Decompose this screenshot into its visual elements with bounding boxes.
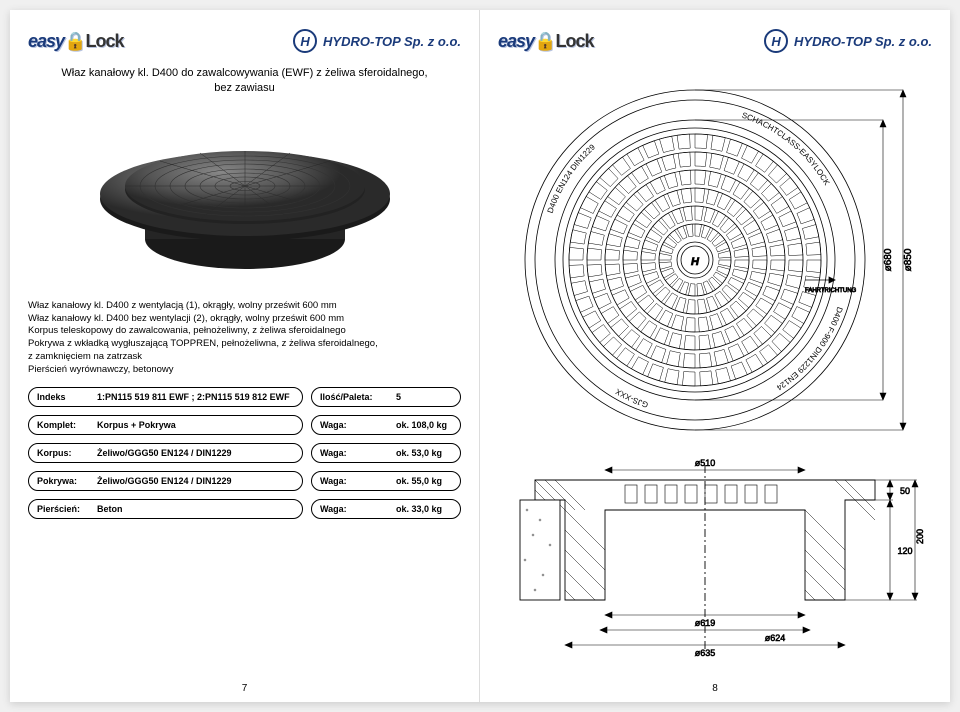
pill-waga: Waga: ok. 108,0 kg <box>311 415 461 435</box>
pill-label: Pierścień: <box>29 504 89 514</box>
logo-easylock: easy🔒Lock <box>28 31 123 52</box>
pill-pokrywa: Pokrywa: Żeliwo/GGG50 EN124 / DIN1229 <box>28 471 303 491</box>
page-right: easy🔒Lock H HYDRO-TOP Sp. z o.o. <box>480 10 950 702</box>
page-number: 8 <box>712 683 718 694</box>
svg-text:D400 EN124 DIN1229: D400 EN124 DIN1229 <box>546 142 598 214</box>
desc-line: z zamknięciem na zatrzask <box>28 351 461 364</box>
desc-line: Właz kanałowy kl. D400 bez wentylacji (2… <box>28 313 461 326</box>
desc-line: Korpus teleskopowy do zawalcowania, pełn… <box>28 325 461 338</box>
product-title: Właz kanałowy kl. D400 do zawalcowywania… <box>28 66 461 96</box>
svg-text:GJS-XXX: GJS-XXX <box>613 386 649 409</box>
pill-waga: Waga: ok. 53,0 kg <box>311 443 461 463</box>
pill-val: ok. 53,0 kg <box>388 448 450 458</box>
page-left: easy🔒Lock H HYDRO-TOP Sp. z o.o. Właz ka… <box>10 10 480 702</box>
pill-qty: Ilość/Paleta: 5 <box>311 387 461 407</box>
svg-text:ø624: ø624 <box>765 633 786 643</box>
hydro-icon: H <box>764 29 788 53</box>
logo-hydrotop: H HYDRO-TOP Sp. z o.o. <box>764 29 932 53</box>
pill-label: Waga: <box>312 476 388 486</box>
pill-label: Korpus: <box>29 448 89 458</box>
svg-text:FAHRTRICHTUNG: FAHRTRICHTUNG <box>805 288 857 294</box>
easylock-word: easy <box>28 31 64 51</box>
svg-text:H: H <box>691 256 700 268</box>
lock-icon: 🔒 <box>64 31 85 51</box>
pill-label: Ilość/Paleta: <box>312 392 388 402</box>
title-line2: bez zawiasu <box>48 81 441 96</box>
svg-text:120: 120 <box>897 546 912 556</box>
pill-val: Żeliwo/GGG50 EN124 / DIN1229 <box>89 476 240 486</box>
spec-table: Indeks 1:PN115 519 811 EWF ; 2:PN115 519… <box>28 387 461 519</box>
technical-drawings: H D400 EN124 DIN1229 <box>498 66 932 674</box>
easylock-word2: Lock <box>555 31 593 51</box>
pill-label: Indeks <box>29 392 89 402</box>
pill-val: Żeliwo/GGG50 EN124 / DIN1229 <box>89 448 240 458</box>
spec-row: Komplet: Korpus + Pokrywa Waga: ok. 108,… <box>28 415 461 435</box>
svg-text:200: 200 <box>915 529 925 544</box>
pill-val: ok. 108,0 kg <box>388 420 455 430</box>
desc-line: Właz kanałowy kl. D400 z wentylacją (1),… <box>28 300 461 313</box>
hydro-icon: H <box>293 29 317 53</box>
pill-komplet: Komplet: Korpus + Pokrywa <box>28 415 303 435</box>
manhole-render-svg <box>90 109 400 289</box>
svg-text:ø635: ø635 <box>695 648 716 658</box>
pill-label: Waga: <box>312 420 388 430</box>
desc-line: Pokrywa z wkładką wygłuszającą TOPPREN, … <box>28 338 461 351</box>
pill-val: Korpus + Pokrywa <box>89 420 184 430</box>
pill-val: 1:PN115 519 811 EWF ; 2:PN115 519 812 EW… <box>89 392 298 402</box>
lock-icon: 🔒 <box>534 31 555 51</box>
logo-easylock: easy🔒Lock <box>498 31 593 52</box>
section-view-drawing: ø510 ø619 ø624 ø635 <box>505 450 925 660</box>
pill-label: Waga: <box>312 448 388 458</box>
header-left: easy🔒Lock H HYDRO-TOP Sp. z o.o. <box>28 24 461 58</box>
pill-val: 5 <box>388 392 409 402</box>
desc-line: Pierścień wyrównawczy, betonowy <box>28 364 461 377</box>
svg-text:ø510: ø510 <box>695 458 716 468</box>
pill-waga: Waga: ok. 55,0 kg <box>311 471 461 491</box>
svg-text:ø850: ø850 <box>903 248 914 271</box>
easylock-word: easy <box>498 31 534 51</box>
pill-label: Waga: <box>312 504 388 514</box>
hydro-text: HYDRO-TOP Sp. z o.o. <box>323 34 461 49</box>
pill-label: Pokrywa: <box>29 476 89 486</box>
logo-hydrotop: H HYDRO-TOP Sp. z o.o. <box>293 29 461 53</box>
svg-text:ø680: ø680 <box>883 248 894 271</box>
pill-val: ok. 55,0 kg <box>388 476 450 486</box>
pill-waga: Waga: ok. 33,0 kg <box>311 499 461 519</box>
spec-row: Pokrywa: Żeliwo/GGG50 EN124 / DIN1229 Wa… <box>28 471 461 491</box>
pill-indeks: Indeks 1:PN115 519 811 EWF ; 2:PN115 519… <box>28 387 303 407</box>
pill-pierscien: Pierścień: Beton <box>28 499 303 519</box>
spec-row: Indeks 1:PN115 519 811 EWF ; 2:PN115 519… <box>28 387 461 407</box>
header-right: easy🔒Lock H HYDRO-TOP Sp. z o.o. <box>498 24 932 58</box>
spec-row: Korpus: Żeliwo/GGG50 EN124 / DIN1229 Wag… <box>28 443 461 463</box>
pill-korpus: Korpus: Żeliwo/GGG50 EN124 / DIN1229 <box>28 443 303 463</box>
top-view-drawing: H D400 EN124 DIN1229 <box>505 80 925 440</box>
svg-text:D400 F-900 DIN1229 EN124: D400 F-900 DIN1229 EN124 <box>774 306 844 393</box>
svg-text:50: 50 <box>900 486 910 496</box>
spec-row: Pierścień: Beton Waga: ok. 33,0 kg <box>28 499 461 519</box>
svg-text:ø619: ø619 <box>695 618 716 628</box>
product-render <box>28 104 461 294</box>
easylock-word2: Lock <box>85 31 123 51</box>
hydro-text: HYDRO-TOP Sp. z o.o. <box>794 34 932 49</box>
title-line1: Właz kanałowy kl. D400 do zawalcowywania… <box>48 66 441 81</box>
pill-label: Komplet: <box>29 420 89 430</box>
page-number: 7 <box>242 683 248 694</box>
pill-val: Beton <box>89 504 131 514</box>
description: Właz kanałowy kl. D400 z wentylacją (1),… <box>28 300 461 377</box>
pill-val: ok. 33,0 kg <box>388 504 450 514</box>
